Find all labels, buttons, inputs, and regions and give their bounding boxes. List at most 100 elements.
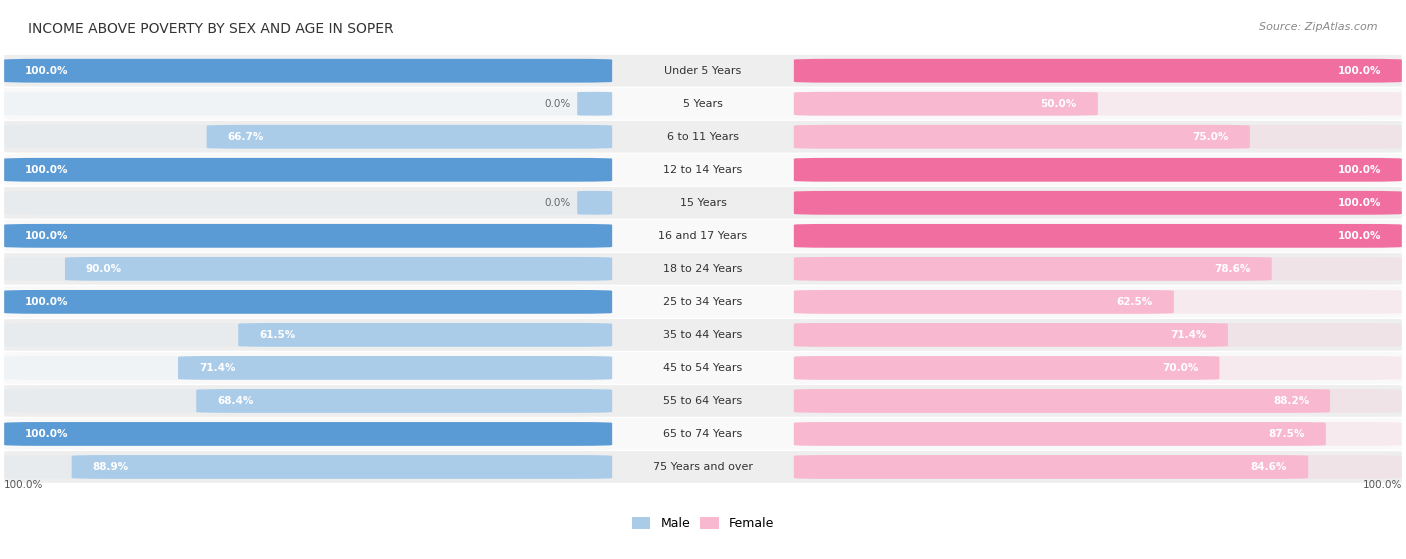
FancyBboxPatch shape	[794, 191, 1402, 215]
Text: 71.4%: 71.4%	[1170, 330, 1206, 340]
FancyBboxPatch shape	[4, 319, 1402, 350]
Text: 71.4%: 71.4%	[200, 363, 236, 373]
FancyBboxPatch shape	[794, 290, 1402, 314]
Text: 35 to 44 Years: 35 to 44 Years	[664, 330, 742, 340]
Text: 100.0%: 100.0%	[1337, 165, 1381, 175]
FancyBboxPatch shape	[794, 389, 1402, 413]
Text: 5 Years: 5 Years	[683, 99, 723, 109]
FancyBboxPatch shape	[4, 385, 1402, 417]
Text: INCOME ABOVE POVERTY BY SEX AND AGE IN SOPER: INCOME ABOVE POVERTY BY SEX AND AGE IN S…	[28, 22, 394, 36]
FancyBboxPatch shape	[4, 253, 1402, 285]
FancyBboxPatch shape	[578, 92, 612, 116]
Text: 70.0%: 70.0%	[1163, 363, 1198, 373]
FancyBboxPatch shape	[238, 323, 612, 347]
FancyBboxPatch shape	[4, 422, 612, 446]
FancyBboxPatch shape	[4, 352, 1402, 384]
Text: 100.0%: 100.0%	[25, 231, 69, 241]
Text: 62.5%: 62.5%	[1116, 297, 1153, 307]
FancyBboxPatch shape	[4, 455, 612, 479]
FancyBboxPatch shape	[794, 389, 1330, 413]
FancyBboxPatch shape	[794, 455, 1402, 479]
FancyBboxPatch shape	[794, 455, 1308, 479]
FancyBboxPatch shape	[794, 323, 1227, 347]
FancyBboxPatch shape	[65, 257, 612, 281]
Text: 61.5%: 61.5%	[259, 330, 295, 340]
FancyBboxPatch shape	[794, 158, 1402, 182]
FancyBboxPatch shape	[4, 55, 1402, 87]
FancyBboxPatch shape	[4, 125, 612, 149]
FancyBboxPatch shape	[4, 422, 612, 446]
FancyBboxPatch shape	[4, 224, 612, 248]
FancyBboxPatch shape	[794, 125, 1250, 149]
FancyBboxPatch shape	[4, 257, 612, 281]
Text: 100.0%: 100.0%	[1362, 480, 1402, 490]
Text: 66.7%: 66.7%	[228, 132, 264, 142]
FancyBboxPatch shape	[4, 92, 612, 116]
FancyBboxPatch shape	[4, 158, 612, 182]
Text: 50.0%: 50.0%	[1040, 99, 1077, 109]
FancyBboxPatch shape	[794, 92, 1098, 116]
FancyBboxPatch shape	[4, 224, 612, 248]
FancyBboxPatch shape	[794, 422, 1402, 446]
Text: 87.5%: 87.5%	[1268, 429, 1305, 439]
FancyBboxPatch shape	[4, 451, 1402, 483]
FancyBboxPatch shape	[207, 125, 612, 149]
FancyBboxPatch shape	[72, 455, 612, 479]
FancyBboxPatch shape	[794, 323, 1402, 347]
Text: 75.0%: 75.0%	[1192, 132, 1229, 142]
Text: 65 to 74 Years: 65 to 74 Years	[664, 429, 742, 439]
FancyBboxPatch shape	[4, 191, 612, 215]
FancyBboxPatch shape	[578, 191, 612, 215]
FancyBboxPatch shape	[794, 422, 1326, 446]
Text: 100.0%: 100.0%	[4, 480, 44, 490]
Text: 6 to 11 Years: 6 to 11 Years	[666, 132, 740, 142]
Text: Under 5 Years: Under 5 Years	[665, 66, 741, 75]
FancyBboxPatch shape	[794, 224, 1402, 248]
Text: 12 to 14 Years: 12 to 14 Years	[664, 165, 742, 175]
Text: 88.2%: 88.2%	[1272, 396, 1309, 406]
FancyBboxPatch shape	[4, 154, 1402, 186]
Text: 100.0%: 100.0%	[1337, 231, 1381, 241]
FancyBboxPatch shape	[794, 257, 1402, 281]
Text: 0.0%: 0.0%	[544, 198, 571, 208]
Text: 15 Years: 15 Years	[679, 198, 727, 208]
FancyBboxPatch shape	[794, 290, 1174, 314]
Text: 55 to 64 Years: 55 to 64 Years	[664, 396, 742, 406]
FancyBboxPatch shape	[4, 323, 612, 347]
Text: 100.0%: 100.0%	[25, 429, 69, 439]
FancyBboxPatch shape	[4, 286, 1402, 318]
Text: Source: ZipAtlas.com: Source: ZipAtlas.com	[1260, 22, 1378, 32]
FancyBboxPatch shape	[794, 92, 1402, 116]
Text: 75 Years and over: 75 Years and over	[652, 462, 754, 472]
FancyBboxPatch shape	[4, 121, 1402, 153]
Text: 90.0%: 90.0%	[86, 264, 122, 274]
FancyBboxPatch shape	[4, 290, 612, 314]
FancyBboxPatch shape	[794, 158, 1402, 182]
FancyBboxPatch shape	[794, 125, 1402, 149]
FancyBboxPatch shape	[4, 356, 612, 380]
Text: 100.0%: 100.0%	[1337, 198, 1381, 208]
FancyBboxPatch shape	[4, 59, 612, 83]
FancyBboxPatch shape	[794, 356, 1219, 380]
FancyBboxPatch shape	[794, 59, 1402, 83]
Legend: Male, Female: Male, Female	[627, 513, 779, 536]
Text: 100.0%: 100.0%	[25, 66, 69, 75]
FancyBboxPatch shape	[794, 356, 1402, 380]
FancyBboxPatch shape	[4, 158, 612, 182]
Text: 45 to 54 Years: 45 to 54 Years	[664, 363, 742, 373]
FancyBboxPatch shape	[794, 224, 1402, 248]
FancyBboxPatch shape	[794, 191, 1402, 215]
Text: 25 to 34 Years: 25 to 34 Years	[664, 297, 742, 307]
Text: 100.0%: 100.0%	[25, 165, 69, 175]
Text: 78.6%: 78.6%	[1215, 264, 1251, 274]
Text: 68.4%: 68.4%	[218, 396, 253, 406]
FancyBboxPatch shape	[4, 187, 1402, 219]
FancyBboxPatch shape	[4, 220, 1402, 252]
FancyBboxPatch shape	[4, 389, 612, 413]
FancyBboxPatch shape	[179, 356, 612, 380]
FancyBboxPatch shape	[4, 418, 1402, 450]
FancyBboxPatch shape	[4, 88, 1402, 120]
Text: 0.0%: 0.0%	[544, 99, 571, 109]
Text: 18 to 24 Years: 18 to 24 Years	[664, 264, 742, 274]
Text: 88.9%: 88.9%	[93, 462, 129, 472]
